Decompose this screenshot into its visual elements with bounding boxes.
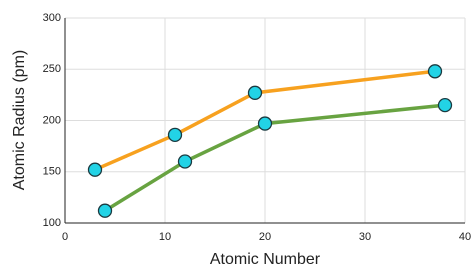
series-line (94, 69, 436, 172)
point (257, 116, 273, 131)
x-tick-label: 10 (159, 231, 171, 243)
point (427, 64, 443, 79)
y-tick-label: 250 (43, 63, 61, 75)
point (247, 85, 263, 100)
x-tick-label: 0 (62, 231, 68, 243)
y-tick-label: 150 (43, 166, 61, 178)
point (177, 154, 193, 169)
y-axis-title: Atomic Radius (pm) (11, 50, 28, 190)
x-tick-label: 30 (359, 231, 371, 243)
x-axis-title: Atomic Number (210, 251, 321, 268)
y-tick-label: 300 (43, 12, 61, 24)
point (437, 97, 453, 113)
series-line (104, 103, 446, 213)
y-tick-label: 100 (43, 217, 61, 229)
point (97, 203, 113, 218)
point (167, 127, 183, 143)
y-tick-label: 200 (43, 114, 61, 126)
point (87, 162, 103, 177)
x-tick-label: 40 (459, 231, 471, 243)
x-tick-label: 20 (259, 231, 271, 243)
